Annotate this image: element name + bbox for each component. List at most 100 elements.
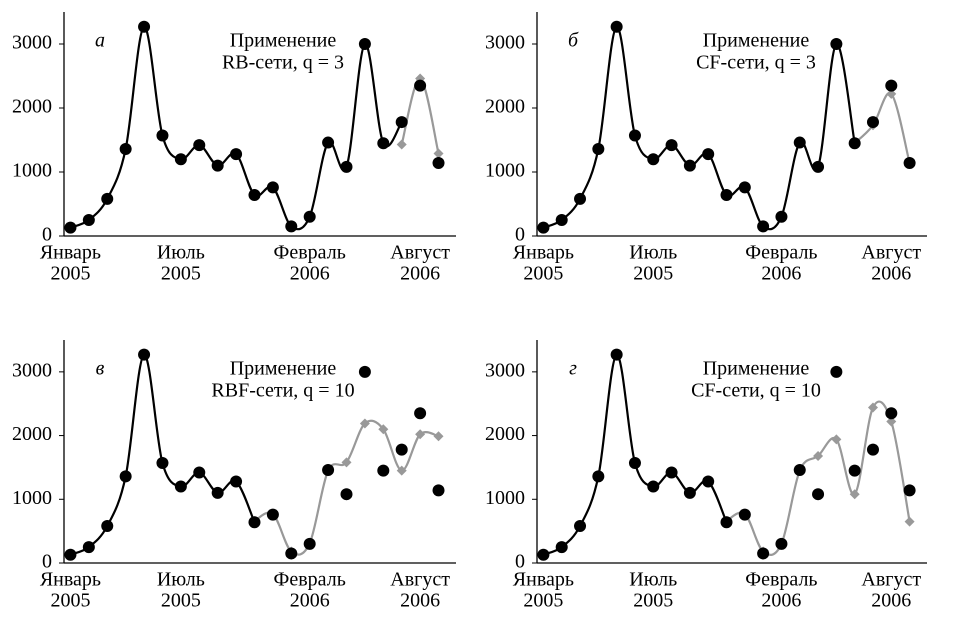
data-point: [866, 116, 879, 129]
y-tick-label: 1000: [12, 487, 52, 509]
data-point: [757, 220, 770, 233]
data-point: [738, 181, 751, 194]
data-point: [757, 547, 770, 560]
y-tick-label: 3000: [12, 359, 52, 381]
x-tick-label: Август: [861, 242, 921, 264]
x-tick-label: Июль: [157, 569, 205, 591]
data-point: [555, 214, 568, 226]
x-tick-label: Июль: [629, 242, 677, 264]
data-point: [174, 153, 187, 166]
data-point: [848, 464, 861, 477]
data-point: [82, 214, 95, 226]
x-tick-label: 2006: [871, 590, 911, 612]
data-point: [395, 116, 408, 129]
y-tick-label: 1000: [485, 160, 525, 182]
y-tick-label: 2000: [12, 423, 52, 445]
panel-letter: б: [568, 30, 579, 52]
x-tick-label: 2006: [400, 263, 440, 285]
forecast-point: [886, 88, 897, 99]
x-tick-label: 2005: [633, 590, 673, 612]
x-tick-label: 2005: [50, 590, 90, 612]
forecast-point: [904, 516, 915, 527]
data-point: [885, 79, 898, 92]
data-point: [885, 407, 898, 420]
data-point: [903, 157, 916, 170]
data-point: [647, 153, 660, 166]
data-point: [266, 508, 279, 521]
forecast-point: [831, 434, 842, 445]
data-point: [414, 407, 427, 420]
data-point: [702, 148, 715, 161]
data-point: [101, 520, 114, 533]
y-tick-label: 1000: [12, 160, 52, 182]
forecast-point: [359, 418, 370, 429]
data-point: [101, 192, 114, 205]
data-point: [230, 148, 243, 161]
x-tick-label: 2006: [871, 263, 911, 285]
forecast-point: [886, 416, 897, 427]
data-point: [610, 348, 623, 361]
annotation: RB-сети, q = 3: [222, 52, 344, 74]
x-tick-label: 2005: [523, 590, 563, 612]
data-point: [720, 516, 733, 529]
data-point: [119, 470, 132, 483]
data-point: [395, 443, 408, 456]
forecast-point: [415, 429, 426, 440]
x-tick-label: Февраль: [274, 242, 346, 264]
x-tick-label: 2006: [761, 263, 801, 285]
data-point: [793, 463, 806, 476]
x-tick-label: Январь: [513, 242, 574, 264]
data-point: [303, 210, 316, 223]
x-tick-label: 2005: [161, 263, 201, 285]
x-tick-label: 2006: [290, 590, 330, 612]
data-point: [683, 159, 696, 172]
data-point: [358, 38, 371, 50]
y-tick-label: 2000: [485, 423, 525, 445]
data-point: [358, 365, 371, 378]
data-point: [775, 537, 788, 550]
x-tick-label: 2006: [761, 590, 801, 612]
forecast-point: [867, 402, 878, 413]
data-point: [574, 520, 587, 533]
y-tick-label: 0: [515, 551, 525, 573]
y-tick-label: 3000: [485, 32, 525, 54]
annotation: Применение: [703, 358, 810, 380]
data-point: [903, 484, 916, 497]
data-point: [665, 139, 678, 152]
data-point: [193, 466, 206, 479]
data-point: [322, 463, 335, 476]
data-point: [64, 548, 77, 561]
y-tick-label: 0: [42, 551, 52, 573]
annotation: CF-сети, q = 10: [691, 380, 821, 402]
annotation: Применение: [703, 30, 810, 52]
x-tick-label: Январь: [40, 242, 101, 264]
y-tick-label: 2000: [485, 96, 525, 118]
x-tick-label: Февраль: [745, 242, 817, 264]
x-tick-label: 2005: [633, 263, 673, 285]
panel-letter: а: [95, 30, 105, 52]
forecast-point: [341, 457, 352, 468]
data-point: [322, 136, 335, 149]
data-point: [610, 20, 623, 33]
forecast-point: [433, 148, 444, 159]
data-point: [64, 221, 77, 234]
x-tick-label: Август: [390, 569, 450, 591]
data-point: [848, 137, 861, 150]
data-point: [665, 466, 678, 479]
x-tick-label: 2006: [400, 590, 440, 612]
data-point: [138, 348, 151, 361]
data-point: [738, 508, 751, 521]
forecast-point: [813, 450, 824, 461]
data-point: [340, 160, 353, 173]
forecast-point: [433, 431, 444, 442]
data-point: [119, 142, 132, 155]
data-point: [812, 488, 825, 501]
data-point: [230, 475, 243, 488]
data-point: [555, 541, 568, 554]
data-point: [377, 137, 390, 150]
data-point: [193, 139, 206, 152]
y-tick-label: 0: [42, 224, 52, 246]
x-tick-label: Февраль: [745, 569, 817, 591]
x-tick-label: 2005: [50, 263, 90, 285]
data-point: [285, 220, 298, 233]
